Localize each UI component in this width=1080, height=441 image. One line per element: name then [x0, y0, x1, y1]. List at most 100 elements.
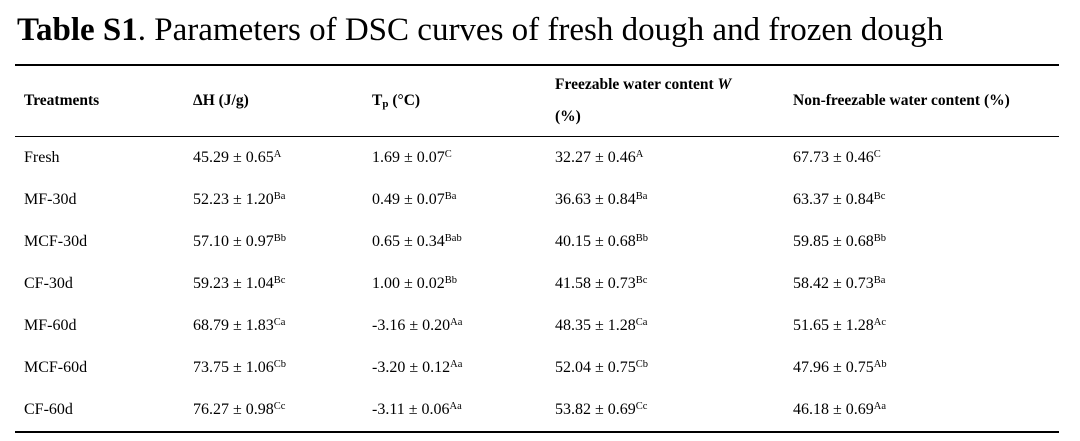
cell-non-freezable-water-significance: Ab: [873, 359, 887, 370]
cell-tp-value: -3.20 ± 0.12: [372, 359, 451, 376]
cell-treatment-value: CF-30d: [24, 275, 73, 292]
cell-delta-h: 52.23 ± 1.20Ba: [184, 179, 363, 221]
table-row: MF-30d 52.23 ± 1.20Ba 0.49 ± 0.07Ba 36.63 ±…: [15, 179, 1059, 221]
cell-tp-significance: Bab: [444, 233, 462, 244]
cell-non-freezable-water: 46.18 ± 0.69Aa: [784, 389, 1059, 433]
cell-non-freezable-water: 47.96 ± 0.75Ab: [784, 347, 1059, 389]
cell-tp: 1.00 ± 0.02Bb: [363, 263, 546, 305]
cell-delta-h-significance: Ca: [273, 317, 286, 328]
cell-tp-value: 1.69 ± 0.07: [372, 149, 445, 166]
table-row: CF-30d 59.23 ± 1.04Bc 1.00 ± 0.02Bb 41.58 ±…: [15, 263, 1059, 305]
cell-delta-h-value: 73.75 ± 1.06: [193, 359, 274, 376]
header-non-freezable-water: Non-freezable water content (%): [784, 64, 1059, 137]
cell-tp: -3.20 ± 0.12Aa: [363, 347, 546, 389]
cell-freezable-water-value: 32.27 ± 0.46: [555, 149, 636, 166]
header-tp: Tp (°C): [363, 64, 546, 137]
cell-tp-significance: Bb: [444, 275, 458, 286]
cell-delta-h-significance: Ba: [273, 191, 286, 202]
cell-delta-h-value: 45.29 ± 0.65: [193, 149, 274, 166]
header-freezable-water: Freezable water content W (%): [546, 64, 784, 137]
cell-freezable-water-significance: Bb: [635, 233, 649, 244]
cell-tp-value: -3.16 ± 0.20: [372, 317, 451, 334]
cell-non-freezable-water-value: 58.42 ± 0.73: [793, 275, 874, 292]
cell-treatment: MCF-30d: [15, 221, 184, 263]
cell-delta-h-value: 76.27 ± 0.98: [193, 401, 274, 418]
cell-treatment-value: CF-60d: [24, 401, 73, 418]
table-caption: Table S1. Parameters of DSC curves of fr…: [17, 10, 943, 50]
header-tp-main: T: [372, 92, 383, 109]
cell-tp-significance: C: [444, 149, 452, 160]
cell-tp-value: -3.11 ± 0.06: [372, 401, 450, 418]
cell-non-freezable-water-significance: Bb: [873, 233, 887, 244]
dsc-parameters-table: Treatments ΔH (J/g) Tp (°C) Freezable wa…: [15, 64, 1059, 433]
cell-freezable-water-value: 36.63 ± 0.84: [555, 191, 636, 208]
cell-freezable-water: 52.04 ± 0.75Cb: [546, 347, 784, 389]
cell-tp-value: 1.00 ± 0.02: [372, 275, 445, 292]
cell-freezable-water: 41.58 ± 0.73Bc: [546, 263, 784, 305]
cell-non-freezable-water-value: 59.85 ± 0.68: [793, 233, 874, 250]
cell-tp: -3.11 ± 0.06Aa: [363, 389, 546, 433]
cell-treatment: MF-60d: [15, 305, 184, 347]
table-row: Fresh 45.29 ± 0.65A 1.69 ± 0.07C 32.27 ± 0.…: [15, 137, 1059, 180]
cell-treatment: CF-30d: [15, 263, 184, 305]
header-non-freezable-water-label: Non-freezable water content (%): [793, 92, 1010, 109]
table-label: Table S1: [17, 12, 138, 48]
cell-tp-significance: Ba: [444, 191, 457, 202]
cell-tp: 0.49 ± 0.07Ba: [363, 179, 546, 221]
cell-treatment-value: Fresh: [24, 149, 60, 166]
cell-freezable-water-value: 41.58 ± 0.73: [555, 275, 636, 292]
cell-delta-h-value: 52.23 ± 1.20: [193, 191, 274, 208]
cell-non-freezable-water: 63.37 ± 0.84Bc: [784, 179, 1059, 221]
cell-non-freezable-water-significance: Ac: [873, 317, 887, 328]
cell-treatment-value: MCF-60d: [24, 359, 88, 376]
cell-non-freezable-water-value: 67.73 ± 0.46: [793, 149, 874, 166]
cell-treatment-value: MCF-30d: [24, 233, 88, 250]
table-header-row: Treatments ΔH (J/g) Tp (°C) Freezable wa…: [15, 64, 1059, 137]
cell-delta-h: 45.29 ± 0.65A: [184, 137, 363, 180]
cell-freezable-water: 32.27 ± 0.46A: [546, 137, 784, 180]
cell-delta-h-significance: Cb: [273, 359, 287, 370]
cell-treatment-value: MF-60d: [24, 317, 77, 334]
cell-freezable-water-value: 40.15 ± 0.68: [555, 233, 636, 250]
cell-tp-significance: Aa: [450, 317, 463, 328]
table-row: MCF-60d 73.75 ± 1.06Cb -3.20 ± 0.12Aa 52.04…: [15, 347, 1059, 389]
cell-tp: -3.16 ± 0.20Aa: [363, 305, 546, 347]
table-row: MCF-30d 57.10 ± 0.97Bb 0.65 ± 0.34Bab 40.15…: [15, 221, 1059, 263]
header-freezable-water-label: Freezable water content: [555, 76, 718, 93]
cell-freezable-water: 48.35 ± 1.28Ca: [546, 305, 784, 347]
header-delta-h: ΔH (J/g): [184, 64, 363, 137]
cell-delta-h: 59.23 ± 1.04Bc: [184, 263, 363, 305]
cell-tp: 0.65 ± 0.34Bab: [363, 221, 546, 263]
cell-treatment-value: MF-30d: [24, 191, 77, 208]
header-freezable-water-unit: (%): [555, 108, 581, 125]
cell-freezable-water-significance: Cb: [635, 359, 649, 370]
cell-non-freezable-water-value: 46.18 ± 0.69: [793, 401, 874, 418]
cell-tp: 1.69 ± 0.07C: [363, 137, 546, 180]
cell-delta-h-significance: Cc: [273, 401, 286, 412]
table-body: Fresh 45.29 ± 0.65A 1.69 ± 0.07C 32.27 ± 0.…: [15, 137, 1059, 433]
cell-non-freezable-water-value: 51.65 ± 1.28: [793, 317, 874, 334]
cell-non-freezable-water-significance: C: [873, 149, 881, 160]
cell-delta-h: 68.79 ± 1.83Ca: [184, 305, 363, 347]
cell-freezable-water-value: 48.35 ± 1.28: [555, 317, 636, 334]
header-tp-unit: (°C): [388, 92, 421, 109]
cell-tp-value: 0.49 ± 0.07: [372, 191, 445, 208]
cell-freezable-water-significance: Ba: [635, 191, 648, 202]
cell-tp-value: 0.65 ± 0.34: [372, 233, 445, 250]
cell-non-freezable-water: 59.85 ± 0.68Bb: [784, 221, 1059, 263]
cell-tp-significance: Aa: [450, 359, 463, 370]
cell-non-freezable-water: 67.73 ± 0.46C: [784, 137, 1059, 180]
cell-non-freezable-water: 58.42 ± 0.73Ba: [784, 263, 1059, 305]
cell-freezable-water-significance: Ca: [635, 317, 648, 328]
header-freezable-water-variable: W: [717, 76, 732, 93]
cell-delta-h: 73.75 ± 1.06Cb: [184, 347, 363, 389]
cell-delta-h-value: 68.79 ± 1.83: [193, 317, 274, 334]
cell-non-freezable-water-significance: Aa: [873, 401, 887, 412]
cell-freezable-water-significance: A: [635, 149, 644, 160]
cell-delta-h-significance: Bc: [273, 275, 286, 286]
cell-delta-h-significance: A: [273, 149, 282, 160]
table-title: . Parameters of DSC curves of fresh doug…: [137, 12, 944, 48]
cell-delta-h-significance: Bb: [273, 233, 287, 244]
cell-treatment: MF-30d: [15, 179, 184, 221]
cell-non-freezable-water-significance: Ba: [873, 275, 886, 286]
